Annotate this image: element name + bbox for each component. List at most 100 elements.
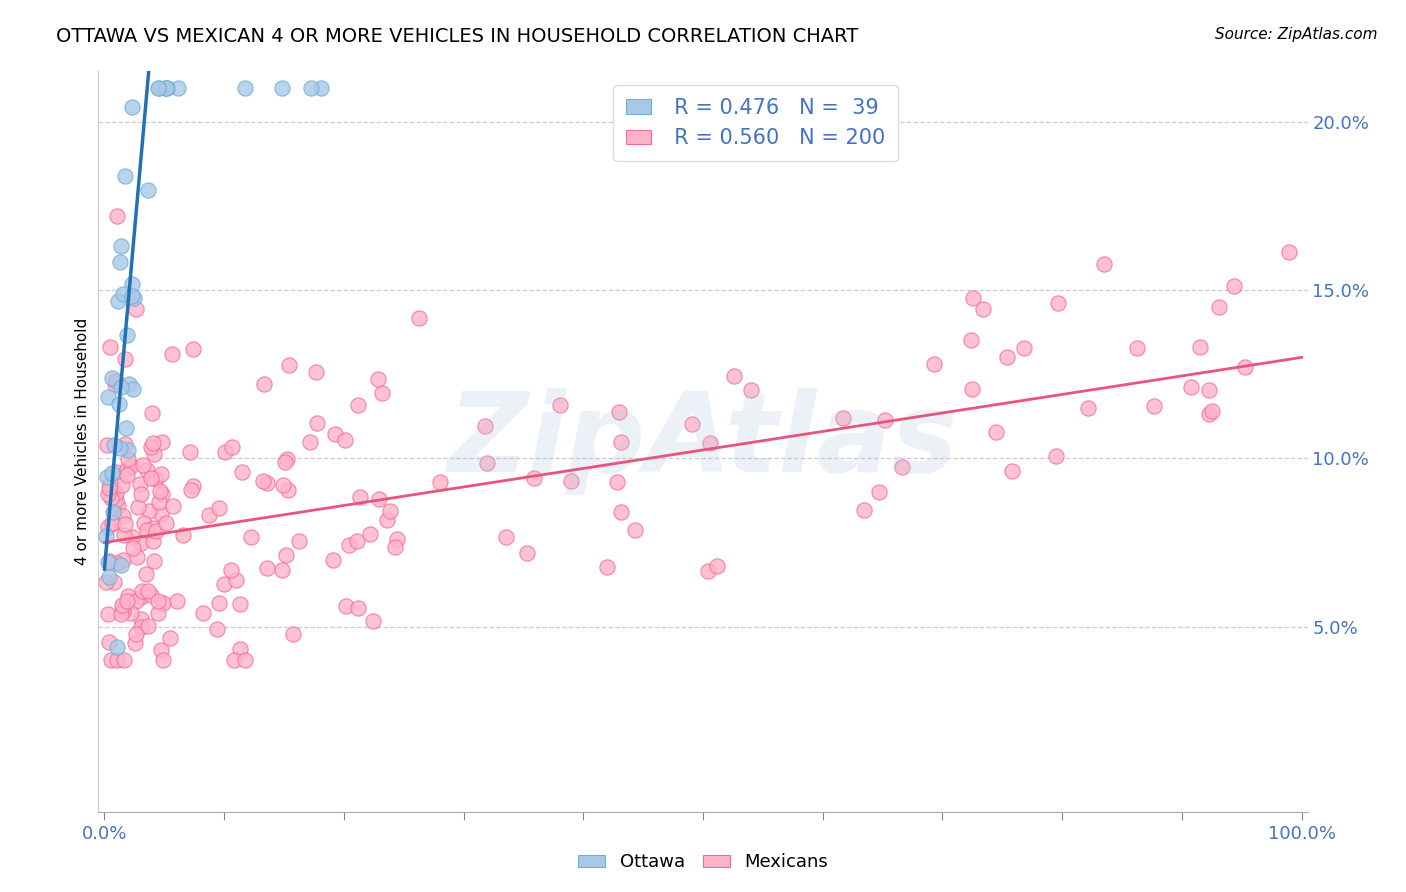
Point (114, 351, 136, 366)
Point (100, 466, 122, 480)
Point (148, 81, 170, 95)
Point (333, 433, 356, 447)
Point (111, 509, 134, 524)
Legend:   R = 0.476   N =  39,   R = 0.560   N = 200: R = 0.476 N = 39, R = 0.560 N = 200 (613, 86, 898, 161)
Point (256, 561, 278, 575)
Point (221, 440, 243, 454)
Point (145, 524, 167, 538)
Legend: Ottawa, Mexicans: Ottawa, Mexicans (571, 847, 835, 879)
Text: OTTAWA VS MEXICAN 4 OR MORE VEHICLES IN HOUSEHOLD CORRELATION CHART: OTTAWA VS MEXICAN 4 OR MORE VEHICLES IN … (56, 27, 859, 45)
Point (110, 558, 132, 573)
Point (852, 502, 875, 516)
Point (624, 523, 647, 537)
Point (367, 372, 389, 386)
Point (114, 516, 136, 531)
Point (105, 556, 128, 570)
Point (120, 459, 142, 474)
Point (98, 482, 121, 496)
Point (105, 640, 128, 654)
Point (253, 377, 276, 392)
Point (111, 598, 134, 612)
Point (191, 607, 214, 621)
Point (115, 593, 138, 607)
Point (256, 476, 278, 491)
Point (305, 366, 328, 380)
Point (225, 574, 247, 588)
Point (229, 597, 252, 611)
Point (1045, 449, 1067, 463)
Point (706, 559, 728, 574)
Point (160, 346, 183, 360)
Point (96, 437, 118, 451)
Point (960, 333, 983, 347)
Point (346, 533, 368, 548)
Point (962, 292, 984, 306)
Point (139, 589, 162, 603)
Point (117, 442, 139, 457)
Point (129, 486, 152, 500)
Point (228, 642, 250, 657)
Point (697, 564, 720, 578)
Point (142, 436, 165, 450)
Point (110, 607, 132, 622)
Point (105, 653, 128, 667)
Point (115, 328, 138, 343)
Point (136, 183, 159, 197)
Point (1143, 400, 1166, 414)
Point (606, 475, 628, 489)
Point (124, 635, 146, 649)
Point (1001, 464, 1024, 478)
Point (287, 533, 309, 548)
Point (274, 548, 297, 562)
Point (832, 411, 855, 425)
Point (359, 526, 381, 541)
Point (103, 574, 125, 589)
Point (922, 357, 945, 371)
Point (346, 399, 368, 413)
Point (150, 487, 173, 501)
Point (105, 374, 128, 388)
Point (378, 504, 401, 518)
Point (152, 653, 174, 667)
Point (122, 382, 145, 396)
Point (153, 81, 176, 95)
Point (361, 615, 384, 629)
Point (129, 612, 152, 626)
Point (111, 287, 134, 301)
Point (142, 534, 165, 549)
Point (122, 291, 145, 305)
Point (105, 210, 128, 224)
Point (1223, 278, 1246, 293)
Point (104, 376, 127, 391)
Point (148, 81, 170, 95)
Point (212, 576, 235, 591)
Point (146, 594, 169, 608)
Point (207, 622, 229, 636)
Point (132, 458, 155, 472)
Point (156, 81, 179, 95)
Point (114, 437, 136, 451)
Point (96, 470, 118, 484)
Point (143, 447, 166, 461)
Point (125, 301, 148, 316)
Point (96, 529, 118, 543)
Point (477, 456, 499, 470)
Point (181, 343, 204, 357)
Point (98, 635, 121, 649)
Point (125, 594, 148, 608)
Point (208, 501, 231, 516)
Point (138, 619, 160, 633)
Point (155, 516, 177, 531)
Point (346, 601, 368, 615)
Point (112, 653, 135, 667)
Point (233, 81, 256, 95)
Point (121, 277, 143, 292)
Point (145, 472, 167, 486)
Point (136, 524, 159, 538)
Point (995, 350, 1018, 364)
Point (139, 440, 162, 454)
Point (322, 552, 344, 566)
Point (125, 626, 148, 640)
Point (94, 574, 117, 589)
Point (112, 527, 135, 541)
